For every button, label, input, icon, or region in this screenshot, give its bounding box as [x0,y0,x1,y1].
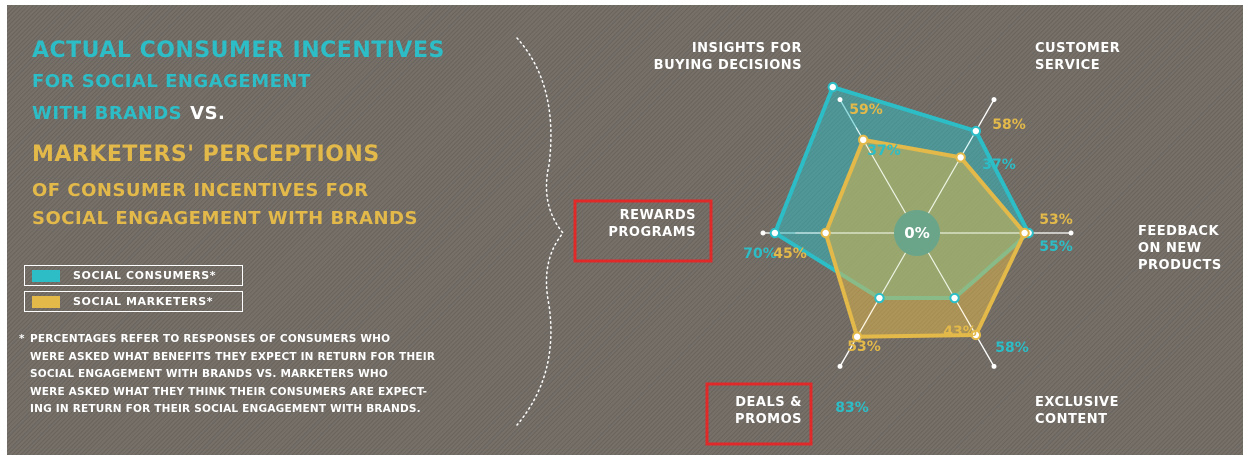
title-line-3-brands: WITH BRANDS [32,103,183,124]
point-consumers-service [949,292,960,304]
category-label-feedback: FEEDBACK ON NEW PRODUCTS [1138,224,1222,273]
axis-end-dot-deals [837,97,843,103]
point-marketers-feedback [1019,227,1030,239]
title-line-5: OF CONSUMER INCENTIVES FOR [32,180,369,201]
axis-end-dot-rewards [760,230,766,236]
title-line-6: SOCIAL ENGAGEMENT WITH BRANDS [32,208,418,229]
footnote: * PERCENTAGES REFER TO RESPONSES OF CONS… [19,331,489,419]
category-label-service: CUSTOMER SERVICE [1035,41,1120,73]
center-disc [894,210,940,256]
title-line-1: ACTUAL CONSUMER INCENTIVES [32,38,445,63]
footnote-line: ING IN RETURN FOR THEIR SOCIAL ENGAGEMEN… [30,403,421,416]
point-marketers-insights [851,331,863,342]
point-marketers-rewards [820,227,831,239]
footnote-line: WERE ASKED WHAT BENEFITS THEY EXPECT IN … [30,350,436,363]
footnote-line: SOCIAL ENGAGEMENT WITH BRANDS VS. MARKET… [30,368,388,381]
footnote-line: WERE ASKED WHAT THEY THINK THEIR CONSUME… [30,385,428,398]
legend-swatch-marketers [32,296,60,308]
value-label-consumers-rewards: 70% [743,246,777,262]
value-label-marketers-rewards: 45% [773,246,807,262]
value-label-marketers-deals: 53% [847,339,881,355]
point-marketers-service [970,329,982,341]
value-label-marketers-exclusive: 43% [943,324,977,340]
category-label-deals: DEALS & PROMOS [735,395,802,427]
title-versus: VS. [190,103,226,124]
value-label-marketers-insights: 59% [849,102,883,118]
category-label-rewards: REWARDS PROGRAMS [608,208,696,240]
value-label-marketers-feedback: 53% [1039,212,1073,228]
brace-divider [516,37,564,426]
point-consumers-exclusive [970,125,982,137]
title-line-4: MARKETERS' PERCEPTIONS [32,142,380,167]
footnote-asterisk: * [19,333,25,345]
axis-end-dot-exclusive [991,97,997,103]
center-label: 0% [904,224,929,242]
point-consumers-insights [874,292,885,304]
value-label-consumers-service: 37% [982,157,1016,173]
footnote-line: PERCENTAGES REFER TO RESPONSES OF CONSUM… [30,333,391,345]
value-label-consumers-deals: 83% [835,400,869,416]
highlight-frame-deals [705,382,813,446]
axis-end-dot-service [991,363,997,369]
radar-chart: 0% REWARDS PROGRAMS INSIGHTS FOR BUYING DECI… [516,37,1222,446]
legend-label-consumers: SOCIAL CONSUMERS* [73,269,217,282]
value-label-consumers-insights: 37% [867,143,901,159]
title-line-2: FOR SOCIAL ENGAGEMENT [32,71,311,92]
category-label-exclusive: EXCLUSIVE CONTENT [1035,395,1119,427]
legend-item-marketers: SOCIAL MARKETERS* [24,291,243,312]
legend-label-marketers: SOCIAL MARKETERS* [73,295,214,308]
value-label-consumers-exclusive: 58% [995,340,1029,356]
value-label-consumers-feedback: 55% [1039,239,1073,255]
axis-end-dot-insights [837,363,843,369]
axis-end-dot-feedback [1068,230,1074,236]
legend-swatch-consumers [32,270,60,282]
point-marketers-exclusive [955,152,966,163]
point-consumers-rewards [769,227,781,239]
highlight-frame-rewards [573,199,713,263]
category-label-insights: INSIGHTS FOR BUYING DECISIONS [654,41,802,73]
point-consumers-deals [827,81,838,93]
point-marketers-deals [858,134,869,146]
infographic-panel: ACTUAL CONSUMER INCENTIVES FOR SOCIAL EN… [7,5,1243,455]
legend-item-consumers: SOCIAL CONSUMERS* [24,265,243,286]
value-label-marketers-service: 58% [992,117,1026,133]
title-line-3: WITH BRANDS VS. [32,103,225,124]
